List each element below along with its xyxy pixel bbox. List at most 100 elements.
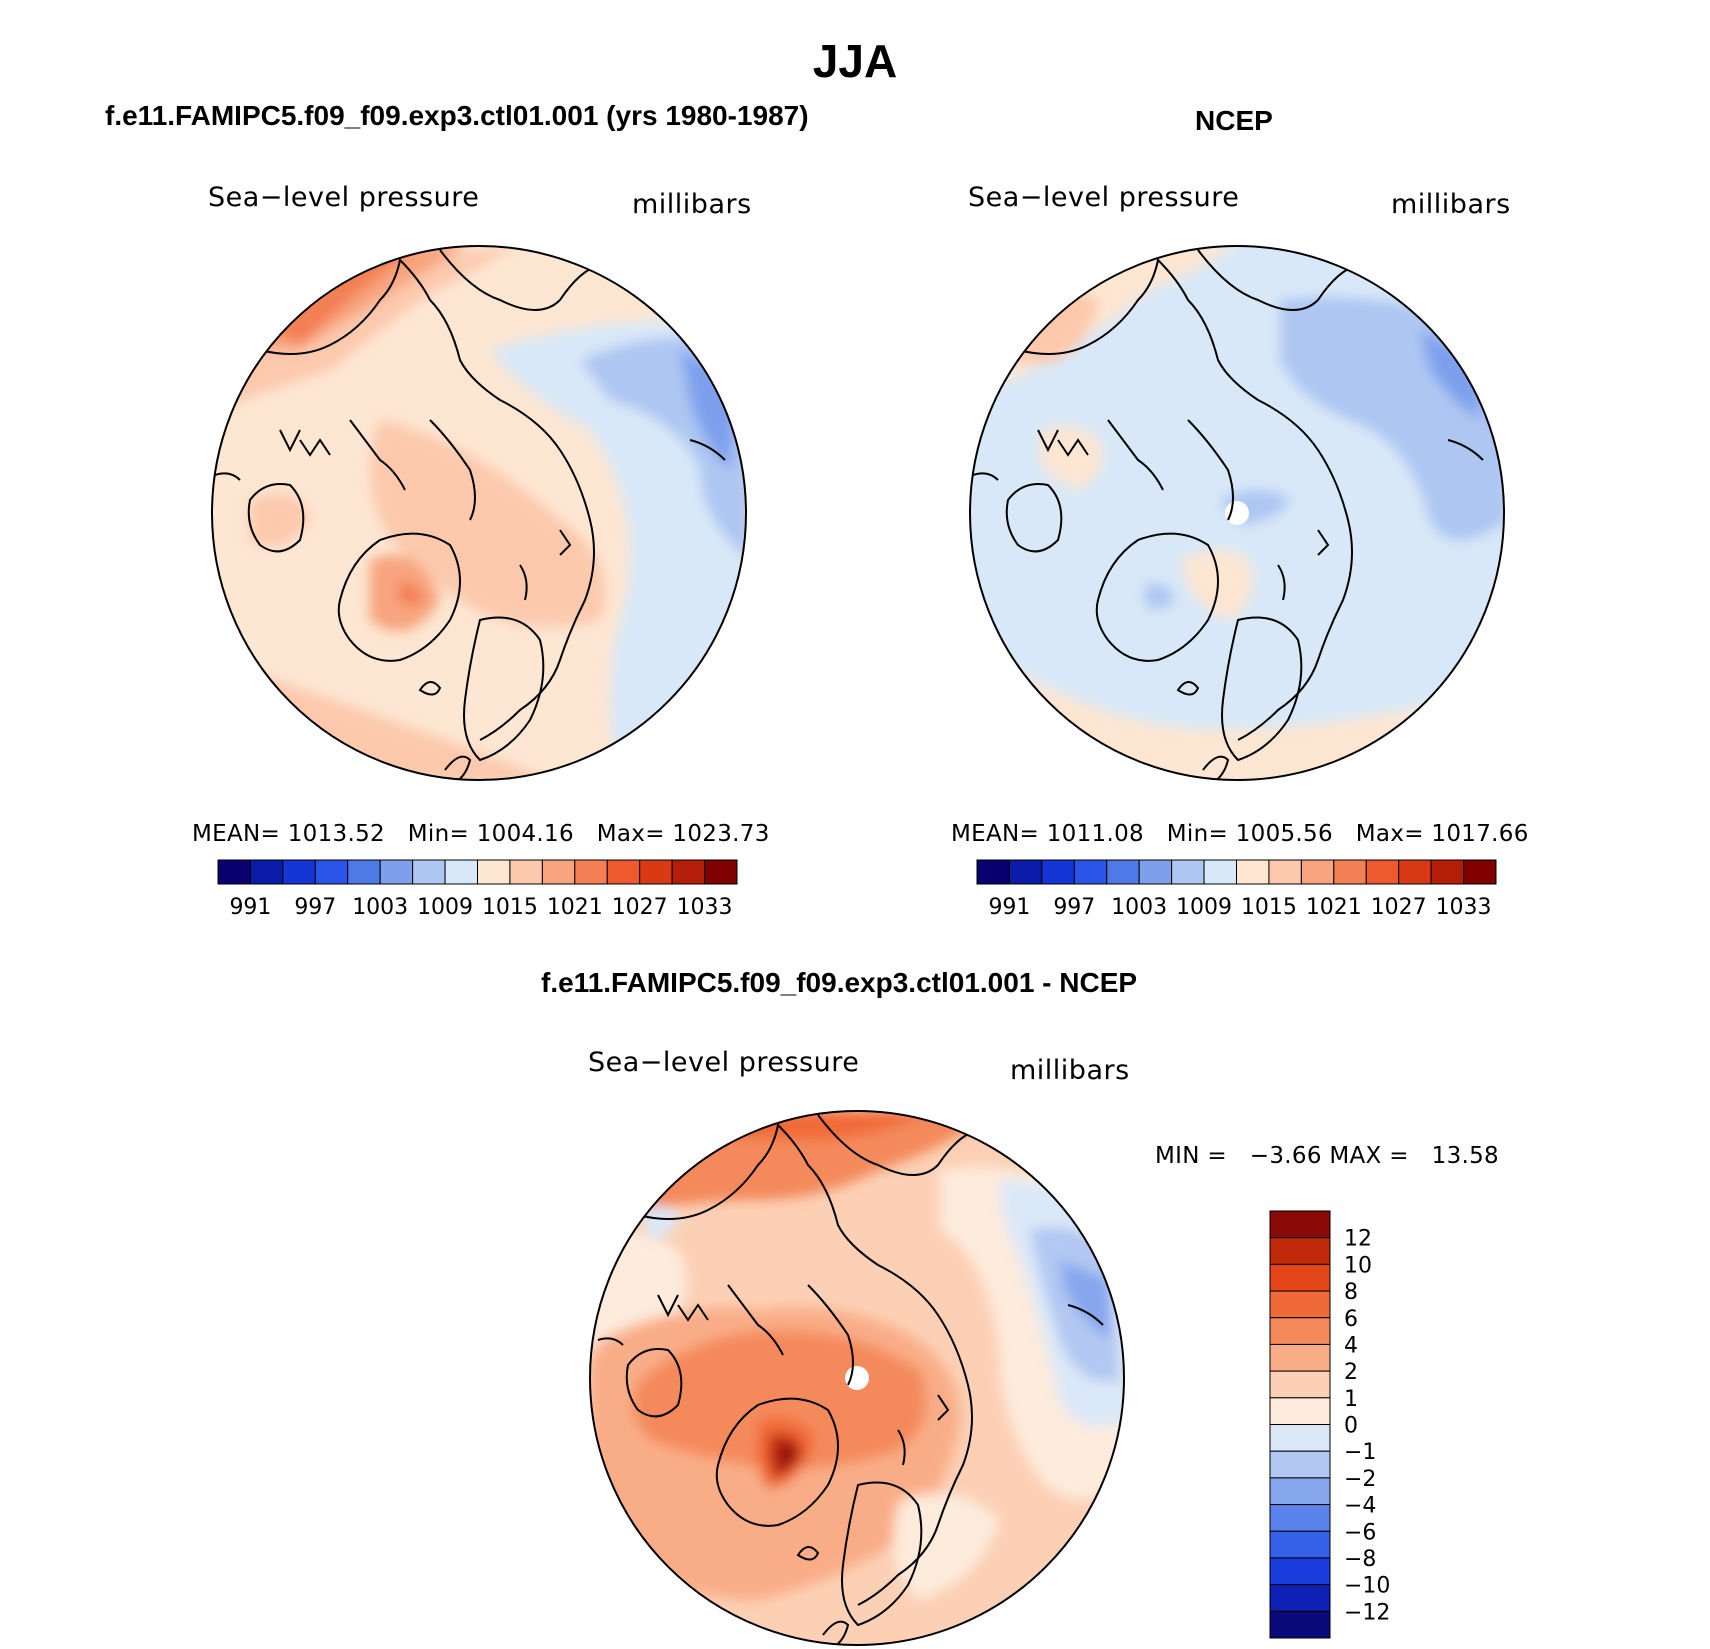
- ncep-colorbar-tick-label: 1015: [1241, 895, 1297, 920]
- model-mean-label: MEAN=: [192, 821, 281, 847]
- diff-colorbar-tick-label: 0: [1344, 1414, 1358, 1439]
- diff-colorbar-tick-label: −1: [1344, 1440, 1376, 1465]
- ncep-map: [969, 245, 1505, 781]
- diff-colorbar-tick-label: −4: [1344, 1494, 1376, 1519]
- diff-colorbar-tick-label: 4: [1344, 1333, 1358, 1358]
- ncep-colorbar-tick-label: 991: [988, 895, 1030, 920]
- diff-units-label: millibars: [1010, 1055, 1130, 1086]
- diff-colorbar-swatch: [1269, 1317, 1331, 1345]
- diff-colorbar-swatch: [1269, 1450, 1331, 1479]
- model-colorbar-swatch: [379, 859, 414, 885]
- model-colorbar-swatch: [671, 859, 706, 885]
- diff-coastlines: [597, 1114, 1104, 1645]
- ncep-colorbar-tick-label: 1003: [1111, 895, 1167, 920]
- ncep-colorbar-swatch: [1398, 859, 1432, 885]
- model-mean-value: 1013.52: [287, 821, 385, 847]
- ncep-colorbar-tick-label: 1021: [1306, 895, 1362, 920]
- ncep-coastlines: [972, 249, 1484, 780]
- ncep-colorbar-tick-label: 1009: [1176, 895, 1232, 920]
- model-units-label: millibars: [632, 189, 752, 220]
- ncep-colorbar-swatch: [1203, 859, 1237, 885]
- model-colorbar-swatch: [347, 859, 381, 885]
- diff-map: [589, 1110, 1125, 1646]
- diff-colorbar-swatch: [1269, 1370, 1331, 1399]
- diff-variable-label: Sea−level pressure: [588, 1047, 860, 1078]
- ncep-colorbar-swatch: [1463, 859, 1497, 885]
- diff-colorbar-swatch: [1269, 1210, 1331, 1239]
- model-colorbar-tick-label: 1021: [547, 895, 603, 920]
- model-min-label: Min=: [407, 821, 470, 847]
- ncep-max-label: Max=: [1355, 821, 1424, 847]
- diff-colorbar-swatch: [1269, 1424, 1331, 1452]
- diff-colorbar-swatch: [1269, 1530, 1331, 1559]
- diff-colorbar-swatch: [1269, 1557, 1331, 1586]
- ncep-colorbar-tick-label: 997: [1053, 895, 1095, 920]
- diff-min-value: −3.66: [1249, 1143, 1322, 1169]
- ncep-colorbar-swatch: [1430, 859, 1465, 885]
- model-map-field: [212, 246, 746, 780]
- model-colorbar: 991 997 1003 1009 1015 1021 1027 1033: [217, 859, 738, 920]
- model-colorbar-swatch: [639, 859, 673, 885]
- diff-colorbar-tick-label: 2: [1344, 1360, 1358, 1385]
- ncep-colorbar-swatch: [1171, 859, 1205, 885]
- ncep-colorbar-swatch: [1365, 859, 1400, 885]
- model-colorbar-tick-label: 1033: [677, 895, 733, 920]
- diff-colorbar-tick-label: 1: [1344, 1387, 1358, 1412]
- model-max-value: 1023.73: [672, 821, 770, 847]
- model-max-label: Max=: [596, 821, 665, 847]
- diff-colorbar-tick-label: −10: [1344, 1574, 1390, 1599]
- ncep-colorbar-swatch: [1236, 859, 1270, 885]
- ncep-colorbar-swatch: [1268, 859, 1302, 885]
- model-colorbar-swatch: [704, 859, 738, 885]
- ncep-colorbar: 991 997 1003 1009 1015 1021 1027 1033: [976, 859, 1497, 920]
- diff-colorbar-swatch: [1269, 1397, 1331, 1425]
- model-colorbar-swatch: [444, 859, 478, 885]
- ncep-units-label: millibars: [1391, 189, 1511, 220]
- diff-colorbar-tick-label: −2: [1344, 1467, 1376, 1492]
- model-colorbar-swatch: [217, 859, 251, 885]
- diff-minmax: MIN = −3.66 MAX = 13.58: [1155, 1143, 1499, 1169]
- diff-colorbar-tick-label: −12: [1344, 1600, 1390, 1625]
- ncep-min-value: 1005.56: [1235, 821, 1333, 847]
- model-colorbar-swatch: [606, 859, 641, 885]
- ncep-mean-value: 1011.08: [1046, 821, 1144, 847]
- ncep-mean-label: MEAN=: [951, 821, 1040, 847]
- model-colorbar-swatch: [477, 859, 511, 885]
- model-colorbar-tick-label: 991: [229, 895, 271, 920]
- model-map: [211, 245, 747, 781]
- page-title: JJA: [812, 35, 898, 87]
- diff-max-label: MAX =: [1329, 1143, 1409, 1169]
- model-colorbar-tick-label: 1003: [352, 895, 408, 920]
- ncep-colorbar-tick-label: 1027: [1371, 895, 1427, 920]
- ncep-panel-header: NCEP: [1195, 105, 1273, 136]
- ncep-colorbar-swatch: [1300, 859, 1335, 885]
- diff-min-label: MIN =: [1155, 1143, 1227, 1169]
- ncep-max-value: 1017.66: [1431, 821, 1529, 847]
- diff-colorbar-swatch: [1269, 1290, 1331, 1319]
- model-colorbar-swatch: [249, 859, 284, 885]
- ncep-colorbar-swatch: [1333, 859, 1367, 885]
- ncep-colorbar-swatch: [1138, 859, 1173, 885]
- model-panel-header: f.e11.FAMIPC5.f09_f09.exp3.ctl01.001 (yr…: [105, 100, 809, 131]
- diff-colorbar-tick-label: 8: [1344, 1280, 1358, 1305]
- diff-colorbar-swatch: [1269, 1504, 1331, 1532]
- ncep-colorbar-swatch: [1106, 859, 1140, 885]
- model-colorbar-swatch: [282, 859, 316, 885]
- ncep-map-boundary: [969, 245, 1505, 781]
- diff-colorbar-tick-label: −8: [1344, 1547, 1376, 1572]
- model-colorbar-tick-label: 1009: [417, 895, 473, 920]
- diff-max-value: 13.58: [1431, 1143, 1499, 1169]
- diff-colorbar-swatch: [1269, 1343, 1331, 1372]
- model-colorbar-swatch: [314, 859, 349, 885]
- ncep-min-label: Min=: [1166, 821, 1229, 847]
- model-min-value: 1004.16: [476, 821, 574, 847]
- model-colorbar-swatch: [574, 859, 608, 885]
- diff-map-boundary: [589, 1110, 1125, 1646]
- diff-colorbar-swatch: [1269, 1477, 1331, 1506]
- model-colorbar-tick-label: 997: [294, 895, 336, 920]
- diff-colorbar-tick-label: 6: [1344, 1307, 1358, 1332]
- diff-colorbar-tick-label: 12: [1344, 1227, 1372, 1252]
- model-stats: MEAN= 1013.52 Min= 1004.16 Max= 1023.73: [192, 821, 770, 847]
